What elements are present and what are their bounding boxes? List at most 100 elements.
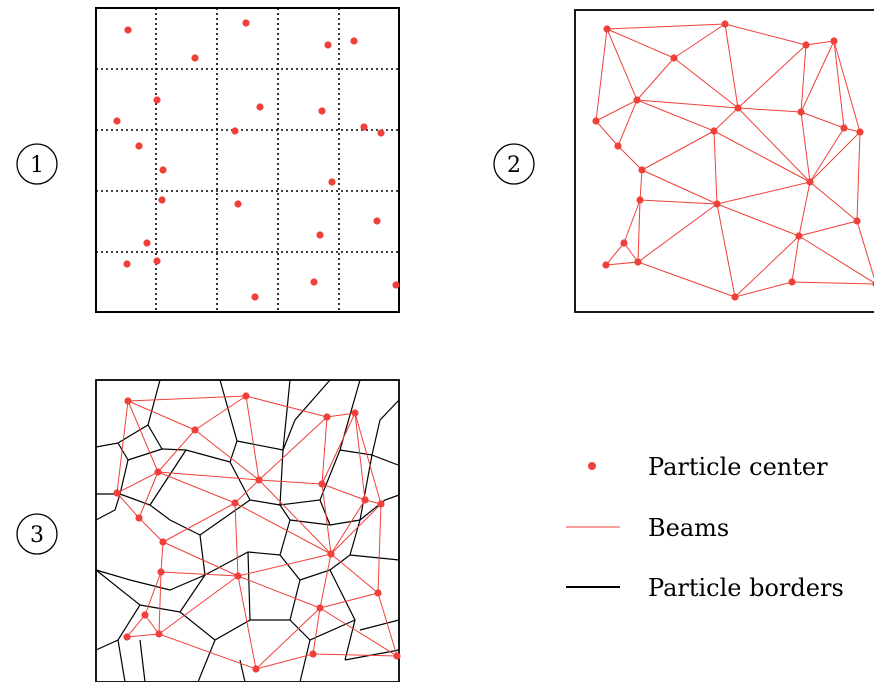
- beam: [319, 607, 398, 657]
- panel-3-particles-beams-borders: [95, 379, 401, 682]
- particle-center: [123, 260, 131, 268]
- beam: [319, 592, 379, 609]
- step-1-label: 1: [30, 153, 44, 178]
- particle-center: [734, 104, 742, 112]
- particle-center: [316, 231, 324, 239]
- beam: [737, 107, 811, 183]
- particle-border: [204, 504, 291, 576]
- legend-label-particle-borders: Particle borders: [648, 574, 844, 602]
- beam: [724, 23, 739, 109]
- particle-center: [256, 103, 264, 111]
- panel-3-frame: [95, 379, 400, 682]
- particle-border: [329, 569, 356, 661]
- particle-center: [159, 166, 167, 174]
- beam: [321, 412, 356, 485]
- beam: [636, 99, 739, 109]
- beam: [354, 412, 382, 505]
- particle-center: [634, 258, 642, 266]
- beam: [258, 479, 332, 555]
- particle-center: [802, 41, 810, 49]
- particle-center: [242, 19, 250, 27]
- beam: [737, 44, 807, 109]
- particle-borders: [95, 379, 400, 682]
- beam: [234, 479, 260, 504]
- particle-center: [318, 107, 326, 115]
- beam: [637, 199, 641, 263]
- particle-center: [231, 499, 239, 507]
- particle-center: [633, 96, 641, 104]
- beam: [724, 23, 807, 46]
- beam: [798, 235, 874, 284]
- background-grid: [96, 8, 399, 312]
- beam: [321, 416, 328, 485]
- particle-border: [299, 639, 311, 682]
- particle-border: [139, 639, 146, 682]
- particle-center: [124, 397, 132, 405]
- beam: [258, 479, 323, 485]
- beam: [157, 471, 236, 504]
- beam: [245, 395, 328, 418]
- legend-item-particle-borders: Particle borders: [566, 574, 844, 602]
- particle-center: [251, 293, 259, 301]
- particle-border: [95, 534, 206, 591]
- beam: [157, 429, 196, 473]
- particle-center: [603, 25, 611, 33]
- panel-2-particles-beams: [574, 9, 874, 313]
- beam: [856, 220, 874, 280]
- panel-2-frame: [574, 9, 874, 313]
- beam: [162, 541, 239, 577]
- beam: [791, 235, 800, 283]
- beam: [639, 169, 643, 201]
- beam: [605, 242, 625, 266]
- particle-center: [191, 54, 199, 62]
- particle-border: [119, 493, 201, 536]
- particle-center: [350, 37, 358, 45]
- beam: [258, 416, 328, 481]
- particle-center: [592, 117, 600, 125]
- beam: [595, 120, 619, 147]
- particle-center: [141, 611, 149, 619]
- beam: [162, 502, 236, 543]
- beam: [144, 614, 160, 635]
- particle-center: [373, 217, 381, 225]
- particle-center: [788, 278, 796, 286]
- particle-border: [179, 551, 251, 641]
- particle-center: [155, 630, 163, 638]
- particle-center: [392, 281, 400, 289]
- particle-center: [853, 217, 861, 225]
- beam: [116, 471, 159, 494]
- beam: [312, 653, 398, 657]
- beam: [833, 40, 861, 133]
- beam: [377, 592, 398, 657]
- beam: [617, 145, 643, 171]
- beam: [127, 395, 247, 402]
- beam: [255, 653, 314, 670]
- beam: [321, 483, 366, 501]
- particle-border: [149, 449, 187, 506]
- beam: [800, 111, 845, 129]
- beam: [138, 517, 164, 543]
- particle-center: [360, 123, 368, 131]
- legend-item-particle-center: Particle center: [588, 453, 828, 481]
- beam: [856, 131, 861, 222]
- particle-center: [234, 200, 242, 208]
- beam: [160, 571, 239, 577]
- beam: [639, 199, 718, 205]
- beam: [126, 614, 146, 638]
- beam: [737, 107, 802, 113]
- beam: [798, 220, 858, 237]
- beam: [636, 99, 715, 132]
- particle-border: [282, 379, 331, 451]
- particle-border: [339, 399, 400, 456]
- particle-center: [191, 426, 199, 434]
- step-2-label: 2: [507, 153, 521, 178]
- particle-border: [95, 569, 141, 651]
- particle-center: [123, 633, 131, 641]
- particle-center: [830, 37, 838, 45]
- beam: [713, 107, 739, 132]
- particle-center: [840, 124, 848, 132]
- beam: [623, 242, 639, 263]
- beam: [595, 99, 638, 122]
- panel-1-grid-particles: [95, 7, 400, 313]
